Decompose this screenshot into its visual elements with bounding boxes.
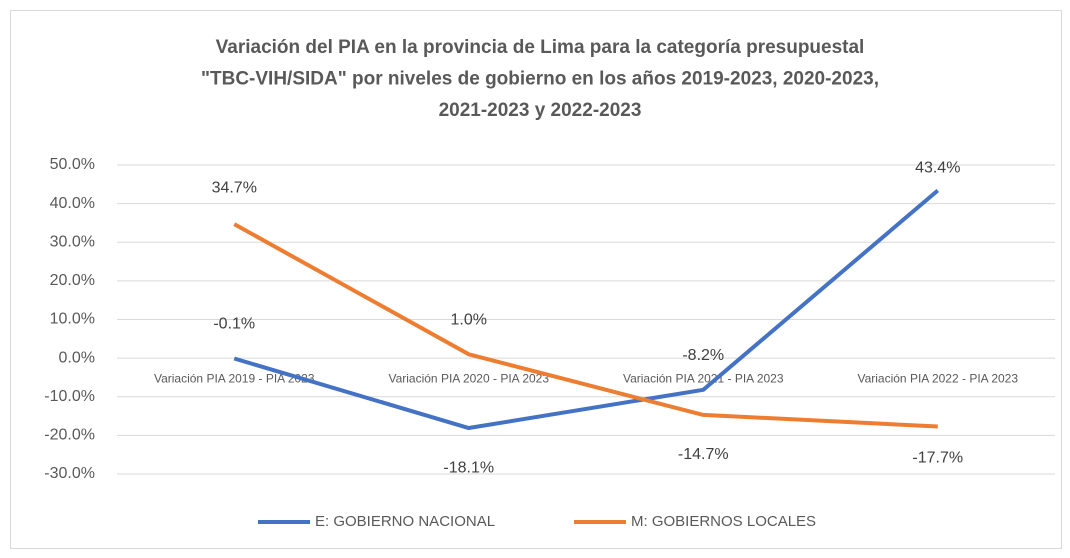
y-tick-label: 50.0% <box>50 156 95 173</box>
y-tick-label: 10.0% <box>50 311 95 328</box>
legend-label: M: GOBIERNOS LOCALES <box>631 513 816 530</box>
x-tick-label: Variación PIA 2019 - PIA 2023 <box>154 371 315 385</box>
x-tick-label: Variación PIA 2021 - PIA 2023 <box>623 371 784 385</box>
y-tick-label: -20.0% <box>44 427 95 444</box>
y-tick-label: 30.0% <box>50 233 95 250</box>
legend-label: E: GOBIERNO NACIONAL <box>315 513 495 530</box>
x-tick-label: Variación PIA 2020 - PIA 2023 <box>388 371 549 385</box>
y-tick-label: 0.0% <box>59 349 95 366</box>
series-line <box>233 222 938 429</box>
data-label: 1.0% <box>451 311 487 328</box>
data-label: -18.1% <box>443 459 494 476</box>
data-label: -14.7% <box>678 446 729 463</box>
data-label: -0.1% <box>213 316 255 333</box>
y-tick-label: -10.0% <box>44 388 95 405</box>
y-tick-label: 40.0% <box>50 195 95 212</box>
x-tick-label: Variación PIA 2022 - PIA 2023 <box>857 371 1018 385</box>
chart-title: Variación del PIA en la provincia de Lim… <box>216 37 865 58</box>
data-label: -8.2% <box>682 347 724 364</box>
series-line <box>233 188 940 431</box>
chart-border <box>10 10 1062 549</box>
data-label: -17.7% <box>912 450 963 467</box>
y-tick-label: -30.0% <box>44 465 95 482</box>
data-label: 43.4% <box>915 160 960 177</box>
data-label: 34.7% <box>212 179 257 196</box>
chart-title: "TBC-VIH/SIDA" por niveles de gobierno e… <box>201 69 879 90</box>
chart-title: 2021-2023 y 2022-2023 <box>439 100 642 121</box>
y-tick-label: 20.0% <box>50 272 95 289</box>
